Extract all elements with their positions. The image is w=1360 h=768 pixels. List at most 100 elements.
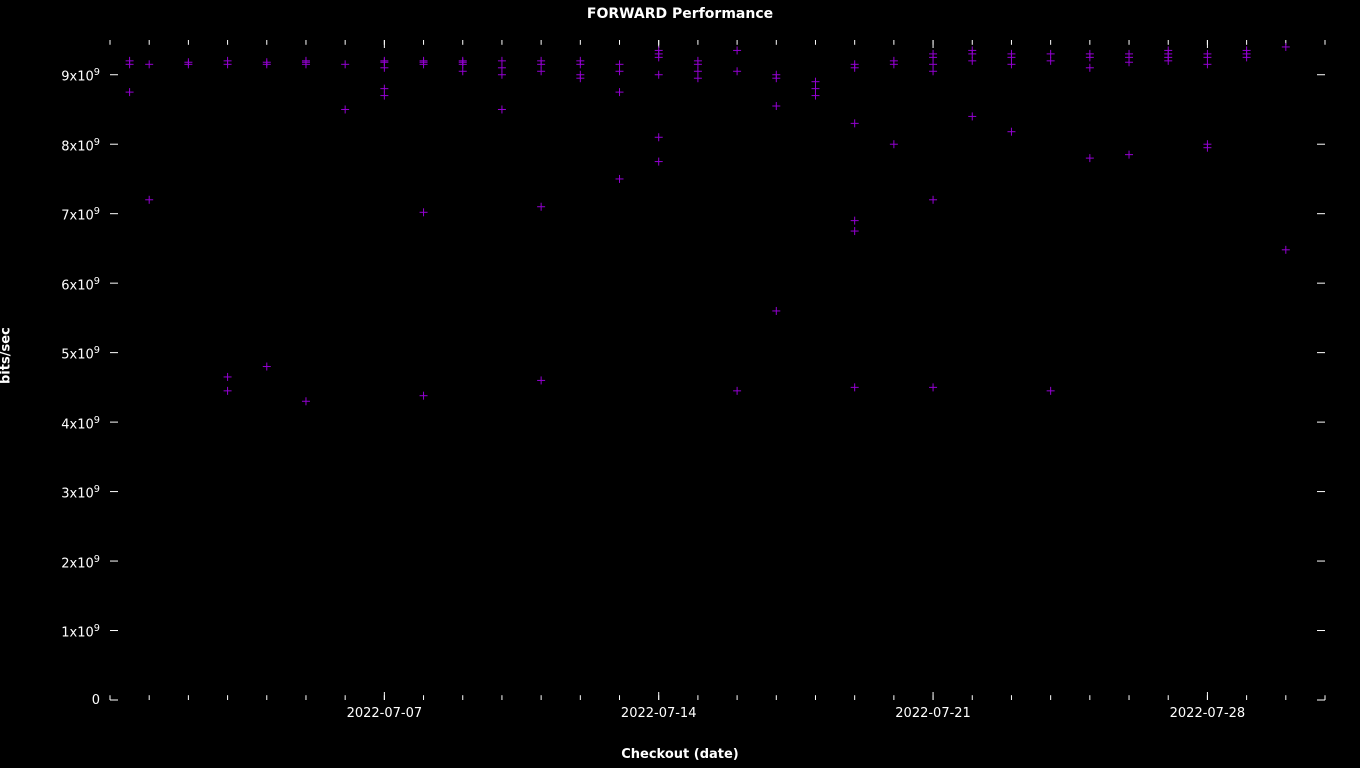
- data-point: [302, 397, 310, 405]
- data-point: [929, 67, 937, 75]
- data-point: [733, 67, 741, 75]
- data-point: [224, 387, 232, 395]
- data-point: [1125, 50, 1133, 58]
- data-point: [733, 387, 741, 395]
- data-point: [655, 133, 663, 141]
- data-point: [420, 208, 428, 216]
- data-point: [224, 373, 232, 381]
- data-point: [498, 105, 506, 113]
- data-point: [655, 71, 663, 79]
- data-point: [616, 175, 624, 183]
- data-point: [851, 383, 859, 391]
- data-point: [694, 57, 702, 65]
- y-tick-label: 9x109: [61, 67, 100, 84]
- data-point: [1125, 151, 1133, 159]
- data-point: [968, 57, 976, 65]
- x-tick-label: 2022-07-28: [1157, 706, 1257, 721]
- data-point: [126, 88, 134, 96]
- y-tick-label: 4x109: [61, 415, 100, 432]
- data-point: [1164, 57, 1172, 65]
- data-point: [655, 46, 663, 54]
- data-point: [1007, 53, 1015, 61]
- data-point: [576, 60, 584, 68]
- data-point: [929, 383, 937, 391]
- data-point: [929, 196, 937, 204]
- data-point: [929, 50, 937, 58]
- data-point: [694, 74, 702, 82]
- data-point: [380, 64, 388, 72]
- data-point: [498, 71, 506, 79]
- data-point: [1086, 64, 1094, 72]
- data-point: [1047, 57, 1055, 65]
- data-point: [498, 64, 506, 72]
- data-point: [537, 67, 545, 75]
- data-point: [772, 102, 780, 110]
- data-point: [1047, 50, 1055, 58]
- data-point: [380, 92, 388, 100]
- data-point: [420, 392, 428, 400]
- data-point: [459, 67, 467, 75]
- data-point: [145, 60, 153, 68]
- y-tick-label: 5x109: [61, 345, 100, 362]
- data-point: [890, 60, 898, 68]
- chart-svg: [0, 0, 1360, 768]
- data-point: [184, 58, 192, 66]
- data-point: [851, 227, 859, 235]
- data-point: [145, 196, 153, 204]
- data-point: [1203, 144, 1211, 152]
- data-point: [1047, 387, 1055, 395]
- y-tick-label: 1x109: [61, 623, 100, 640]
- y-tick-label: 3x109: [61, 484, 100, 501]
- data-point: [851, 119, 859, 127]
- data-point: [968, 112, 976, 120]
- data-point: [1125, 58, 1133, 66]
- data-point: [851, 64, 859, 72]
- x-tick-label: 2022-07-14: [609, 706, 709, 721]
- data-point: [655, 158, 663, 166]
- y-tick-label: 2x109: [61, 554, 100, 571]
- data-point: [1203, 60, 1211, 68]
- data-point: [811, 78, 819, 86]
- data-point: [811, 85, 819, 93]
- data-point: [772, 307, 780, 315]
- data-point: [890, 140, 898, 148]
- x-tick-label: 2022-07-21: [883, 706, 983, 721]
- data-point: [968, 46, 976, 54]
- data-point: [1086, 154, 1094, 162]
- data-point: [576, 74, 584, 82]
- data-point: [380, 85, 388, 93]
- data-point: [694, 67, 702, 75]
- y-tick-label: 0: [92, 693, 100, 708]
- y-tick-label: 6x109: [61, 276, 100, 293]
- y-tick-label: 7x109: [61, 206, 100, 223]
- data-point: [224, 57, 232, 65]
- data-point: [302, 58, 310, 66]
- y-tick-label: 8x109: [61, 137, 100, 154]
- data-point: [1203, 50, 1211, 58]
- data-point: [616, 60, 624, 68]
- data-point: [811, 92, 819, 100]
- data-point: [380, 57, 388, 65]
- data-point: [1086, 50, 1094, 58]
- data-point: [616, 67, 624, 75]
- data-point: [537, 57, 545, 65]
- data-point: [263, 60, 271, 68]
- data-point: [1282, 43, 1290, 51]
- x-tick-label: 2022-07-07: [334, 706, 434, 721]
- data-point: [537, 203, 545, 211]
- data-point: [851, 217, 859, 225]
- data-point: [263, 363, 271, 371]
- data-point: [1282, 246, 1290, 254]
- data-point: [772, 71, 780, 79]
- data-point: [1007, 128, 1015, 136]
- chart-root: FORWARD Performance Checkout (date) bits…: [0, 0, 1360, 768]
- data-point: [616, 88, 624, 96]
- data-point: [733, 46, 741, 54]
- data-point: [1164, 46, 1172, 54]
- data-point: [1243, 50, 1251, 58]
- data-point: [341, 60, 349, 68]
- data-point: [1007, 60, 1015, 68]
- data-point: [929, 60, 937, 68]
- data-point: [498, 57, 506, 65]
- data-point: [537, 376, 545, 384]
